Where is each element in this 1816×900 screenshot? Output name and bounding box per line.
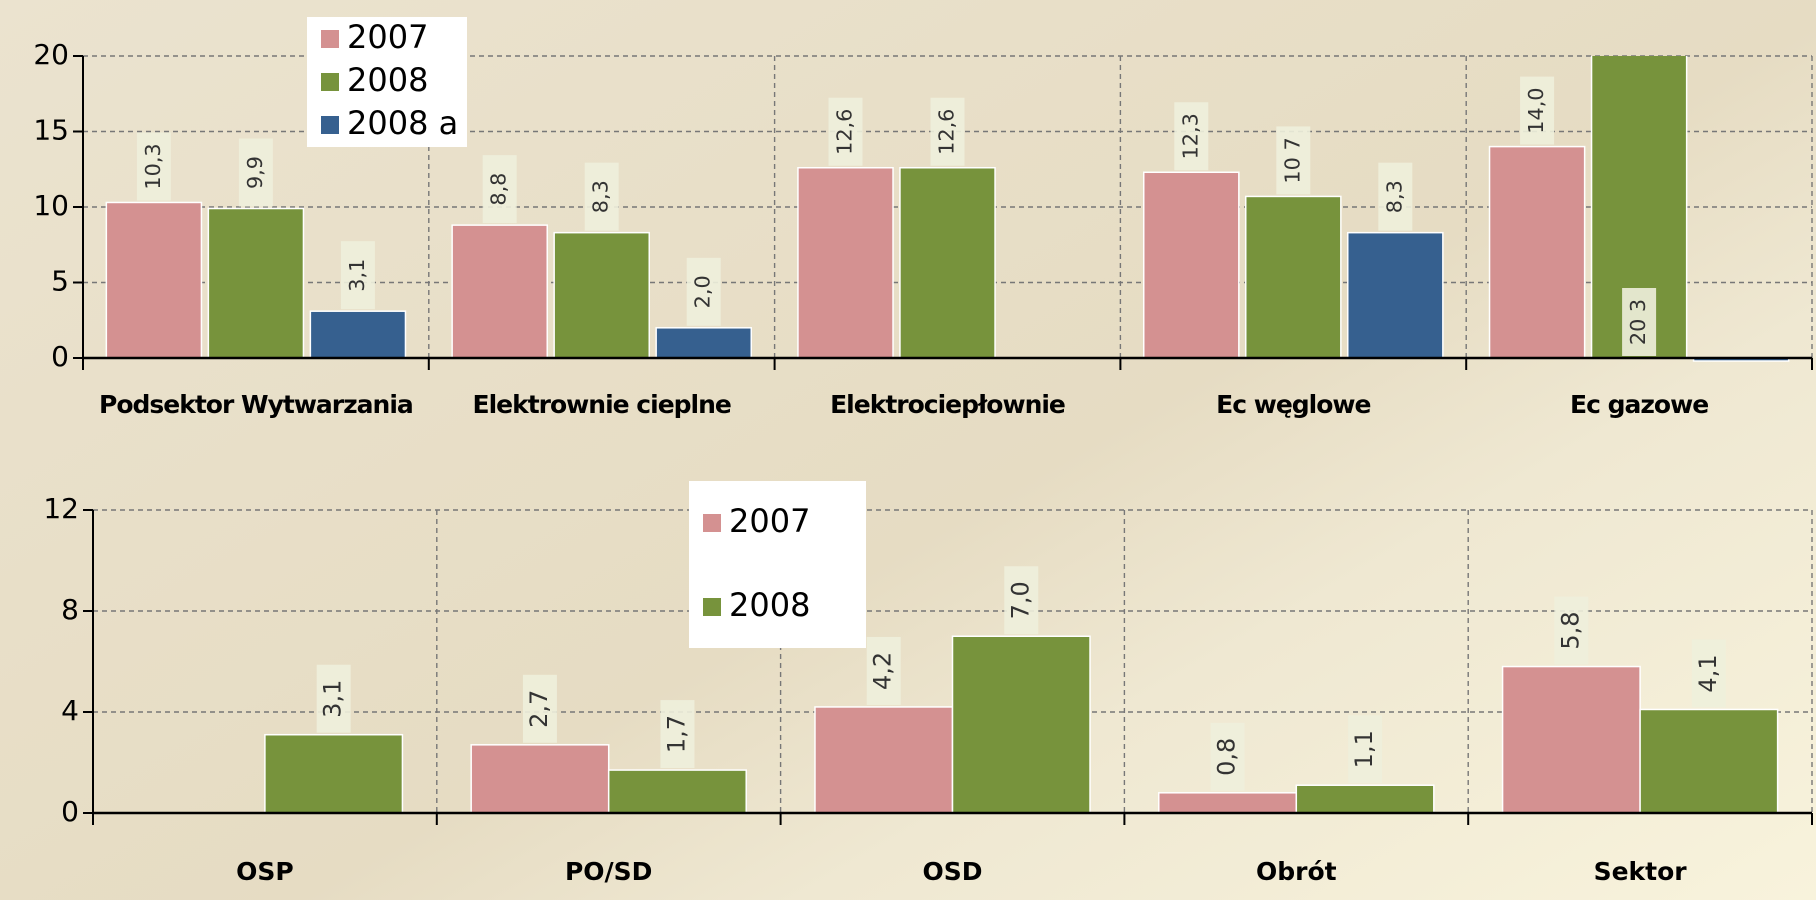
bar [1158,792,1298,814]
data-label-bg [1520,76,1555,145]
data-label-bg [584,162,619,231]
legend-label: 2007 [347,18,428,56]
x-tick-label: Podsektor Wytwarzania [99,390,413,419]
data-label-bg [1348,715,1383,784]
data-label: 8,8 [487,173,511,206]
bar [1347,231,1444,359]
y-tick-label: 5 [51,265,69,298]
x-tick-label: Ec węglowe [1216,390,1370,419]
legend-swatch [321,116,339,134]
data-label: 20 3 [1626,299,1650,345]
legend-swatch [703,598,721,616]
legend-label: 2007 [729,502,810,540]
data-label: 3,1 [345,259,369,292]
bar [1142,171,1240,359]
bar [899,166,996,359]
x-tick-label: PO/SD [565,857,652,886]
y-tick-label: 8 [61,593,79,626]
data-label-bg [1174,102,1209,171]
data-label: 0,8 [1213,738,1241,776]
legend-swatch [321,73,339,91]
x-tick-label: OSP [236,857,294,886]
bar [451,224,548,359]
data-label: 12,6 [832,109,856,155]
bar [1501,665,1641,814]
y-tick-label: 0 [61,795,79,828]
data-label-bg [1210,722,1245,791]
bar [1245,195,1342,359]
data-label: 7,0 [1006,581,1034,619]
data-label: 2,7 [525,690,553,728]
bar [607,769,747,814]
y-tick-label: 20 [33,38,69,71]
data-label: 12,6 [935,109,959,155]
bar [1639,708,1779,814]
bar [309,310,407,359]
data-label: 3,1 [319,680,347,718]
data-label: 10,3 [141,143,165,189]
bar [797,166,894,359]
data-label-bg [238,138,273,207]
legend-swatch [703,514,721,532]
bar [814,706,954,814]
x-tick-label: Elektrownie cieplne [473,390,731,419]
y-tick-label: 0 [51,340,69,373]
y-tick-label: 4 [61,694,79,727]
data-label: 1,7 [662,715,690,753]
data-label: 10 7 [1280,137,1304,183]
bar [1295,784,1435,814]
data-label-bg [316,664,351,733]
data-label-bg [866,636,901,705]
data-label-bg [482,155,517,224]
bar [207,207,305,359]
data-label-bg [1622,288,1657,356]
data-label: 4,2 [869,652,897,690]
legend-label: 2008 [729,586,810,624]
data-label-bg [136,132,171,201]
bar [951,635,1091,814]
legend-box [689,481,866,648]
data-label-bg [1554,596,1589,665]
data-label: 8,3 [1382,180,1406,213]
bar [553,231,650,359]
data-label: 2,0 [691,275,715,308]
y-tick-label: 10 [33,189,69,222]
data-label-bg [828,97,863,166]
data-label-bg [930,97,965,166]
bar [470,744,610,814]
bar [655,327,753,359]
data-label: 1,1 [1350,730,1378,768]
legend-label: 2008 a [347,104,458,142]
bar [1488,145,1586,359]
data-label-bg [660,700,695,769]
data-label-bg [522,674,557,743]
data-label: 5,8 [1556,611,1584,649]
data-label: 14,0 [1524,87,1548,133]
x-tick-label: OSD [922,857,982,886]
y-tick-label: 15 [33,114,69,147]
x-tick-label: Elektrociepłownie [830,390,1065,419]
data-label: 12,3 [1178,113,1202,159]
x-tick-label: Ec gazowe [1570,390,1708,419]
data-label-bg [1004,566,1039,635]
data-label-bg [686,257,721,326]
bar [105,201,203,359]
bar [264,733,404,814]
x-tick-label: Obrót [1256,857,1337,886]
legend-swatch [321,30,339,48]
x-tick-label: Sektor [1594,857,1688,886]
data-label-bg [1378,162,1413,231]
data-label: 8,3 [589,180,613,213]
data-label-bg [1691,639,1726,708]
y-tick-label: 12 [43,492,79,525]
data-label-bg [340,241,375,310]
legend-label: 2008 [347,61,428,99]
data-label-bg [1276,126,1311,195]
data-label: 4,1 [1694,654,1722,692]
data-label: 9,9 [243,156,267,189]
